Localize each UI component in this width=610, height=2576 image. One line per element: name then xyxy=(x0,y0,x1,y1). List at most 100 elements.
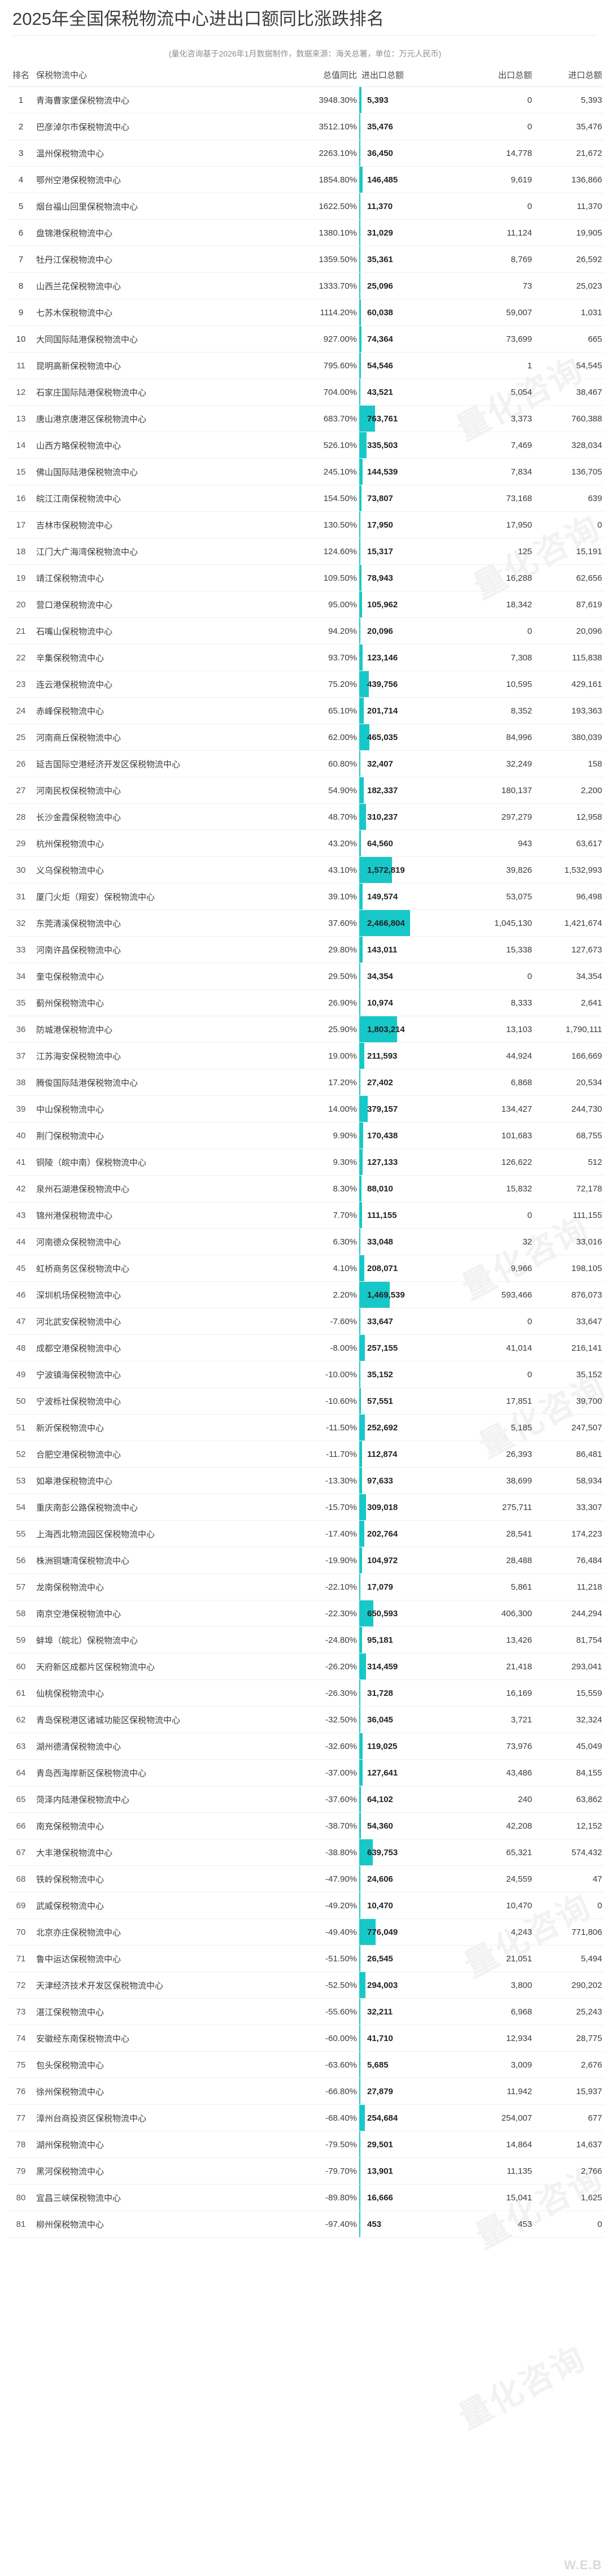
table-row[interactable]: 21 石嘴山保税物流中心 94.20% 20,096 0 20,096 xyxy=(8,617,604,645)
cell-yoy: 683.70% xyxy=(289,405,359,432)
table-row[interactable]: 19 靖江保税物流中心 109.50% 78,943 16,288 62,656 xyxy=(8,564,604,591)
cell-rank: 68 xyxy=(8,1865,34,1892)
table-row[interactable]: 5 烟台福山回里保税物流中心 1622.50% 11,370 0 11,370 xyxy=(8,193,604,220)
table-row[interactable]: 51 新沂保税物流中心 -11.50% 252,692 5,185 247,507 xyxy=(8,1414,604,1441)
table-row[interactable]: 23 连云港保税物流中心 75.20% 439,756 10,595 429,161 xyxy=(8,671,604,698)
table-row[interactable]: 17 吉林市保税物流中心 130.50% 17,950 17,950 0 xyxy=(8,511,604,538)
table-row[interactable]: 53 如皋港保税物流中心 -13.30% 97,633 38,699 58,934 xyxy=(8,1467,604,1494)
table-row[interactable]: 50 宁波栎社保税物流中心 -10.60% 57,551 17,851 39,700 xyxy=(8,1387,604,1415)
table-row[interactable]: 13 唐山港京唐港区保税物流中心 683.70% 763,761 3,373 760,38… xyxy=(8,405,604,432)
table-row[interactable]: 14 山西方略保税物流中心 526.10% 335,503 7,469 328,034 xyxy=(8,432,604,459)
cell-center-name: 巴彦淖尔市保税物流中心 xyxy=(34,113,289,140)
table-row[interactable]: 59 蚌埠（皖北）保税物流中心 -24.80% 95,181 13,426 81,754 xyxy=(8,1626,604,1653)
col-header-name[interactable]: 保税物流中心 xyxy=(34,66,289,87)
table-row[interactable]: 61 仙桃保税物流中心 -26.30% 31,728 16,169 15,559 xyxy=(8,1679,604,1707)
table-row[interactable]: 41 铜陵（皖中南）保税物流中心 9.30% 127,133 126,622 512 xyxy=(8,1148,604,1176)
table-row[interactable]: 64 青岛西海岸新区保税物流中心 -37.00% 127,641 43,486 84,15… xyxy=(8,1759,604,1786)
table-row[interactable]: 43 锦州港保税物流中心 7.70% 111,155 0 111,155 xyxy=(8,1202,604,1229)
table-row[interactable]: 57 龙南保税物流中心 -22.10% 17,079 5,861 11,218 xyxy=(8,1573,604,1600)
table-row[interactable]: 1 青海曹家堡保税物流中心 3948.30% 5,393 0 5,393 xyxy=(8,86,604,114)
table-row[interactable]: 8 山西兰花保税物流中心 1333.70% 25,096 73 25,023 xyxy=(8,272,604,299)
table-row[interactable]: 27 河南民权保税物流中心 54.90% 182,337 180,137 2,200 xyxy=(8,777,604,804)
total-bar xyxy=(359,884,363,910)
col-header-yoy[interactable]: 总值同比 xyxy=(289,66,359,87)
table-row[interactable]: 6 盘锦港保税物流中心 1380.10% 31,029 11,124 19,905 xyxy=(8,219,604,246)
cell-total-value: 310,237 xyxy=(367,812,398,822)
table-row[interactable]: 39 中山保税物流中心 14.00% 379,157 134,427 244,730 xyxy=(8,1095,604,1122)
table-row[interactable]: 55 上海西北物流园区保税物流中心 -17.40% 202,764 28,541 174,… xyxy=(8,1520,604,1547)
table-row[interactable]: 56 株洲铜塘湾保税物流中心 -19.90% 104,972 28,488 76,484 xyxy=(8,1547,604,1574)
table-row[interactable]: 37 江苏海安保税物流中心 19.00% 211,593 44,924 166,669 xyxy=(8,1042,604,1069)
table-row[interactable]: 16 皖江江南保税物流中心 154.50% 73,807 73,168 639 xyxy=(8,485,604,512)
table-row[interactable]: 77 漳州台商投资区保税物流中心 -68.40% 254,684 254,007 677 xyxy=(8,2104,604,2131)
col-header-rank[interactable]: 排名 xyxy=(8,66,34,87)
col-header-total[interactable]: 进出口总额 xyxy=(359,66,461,87)
table-row[interactable]: 46 深圳机场保税物流中心 2.20% 1,469,539 593,466 876,073 xyxy=(8,1281,604,1308)
total-bar xyxy=(359,910,410,936)
cell-total-with-bar: 123,146 xyxy=(359,644,461,671)
table-row[interactable]: 40 荆门保税物流中心 9.90% 170,438 101,683 68,755 xyxy=(8,1122,604,1149)
table-row[interactable]: 11 昆明高新保税物流中心 795.60% 54,546 1 54,545 xyxy=(8,352,604,379)
col-header-import[interactable]: 进口总额 xyxy=(534,66,604,87)
table-row[interactable]: 81 柳州保税物流中心 -97.40% 453 453 0 xyxy=(8,2211,604,2238)
table-row[interactable]: 36 防城港保税物流中心 25.90% 1,803,214 13,103 1,790,11… xyxy=(8,1016,604,1043)
table-row[interactable]: 49 宁波镇海保税物流中心 -10.00% 35,152 0 35,152 xyxy=(8,1361,604,1388)
table-row[interactable]: 48 成都空港保税物流中心 -8.00% 257,155 41,014 216,141 xyxy=(8,1334,604,1361)
table-row[interactable]: 35 蓟州保税物流中心 26.90% 10,974 8,333 2,641 xyxy=(8,989,604,1016)
table-row[interactable]: 62 青岛保税港区诸城功能区保税物流中心 -32.50% 36,045 3,721 32,… xyxy=(8,1706,604,1733)
table-row[interactable]: 58 南京空港保税物流中心 -22.30% 650,593 406,300 244,294 xyxy=(8,1600,604,1627)
table-row[interactable]: 63 湖州德清保税物流中心 -32.60% 119,025 73,976 45,049 xyxy=(8,1733,604,1760)
table-row[interactable]: 52 合肥空港保税物流中心 -11.70% 112,874 26,393 86,481 xyxy=(8,1441,604,1468)
table-row[interactable]: 76 徐州保税物流中心 -66.80% 27,879 11,942 15,937 xyxy=(8,2078,604,2105)
table-row[interactable]: 34 奎屯保税物流中心 29.50% 34,354 0 34,354 xyxy=(8,963,604,990)
table-row[interactable]: 72 天津经济技术开发区保税物流中心 -52.50% 294,003 3,800 290,… xyxy=(8,1972,604,1999)
total-bar xyxy=(359,2185,360,2211)
cell-import: 25,023 xyxy=(534,272,604,299)
table-row[interactable]: 73 湛江保税物流中心 -55.60% 32,211 6,968 25,243 xyxy=(8,1998,604,2025)
table-row[interactable]: 38 腾俊国际陆港保税物流中心 17.20% 27,402 6,868 20,534 xyxy=(8,1069,604,1096)
table-row[interactable]: 29 杭州保税物流中心 43.20% 64,560 943 63,617 xyxy=(8,830,604,857)
table-row[interactable]: 78 湖州保税物流中心 -79.50% 29,501 14,864 14,637 xyxy=(8,2131,604,2158)
table-row[interactable]: 60 天府新区成都片区保税物流中心 -26.20% 314,459 21,418 293,… xyxy=(8,1653,604,1680)
table-row[interactable]: 32 东莞清溪保税物流中心 37.60% 2,466,804 1,045,130 1,42… xyxy=(8,910,604,937)
table-row[interactable]: 18 江门大广海湾保税物流中心 124.60% 15,317 125 15,191 xyxy=(8,538,604,565)
table-row[interactable]: 7 牡丹江保税物流中心 1359.50% 35,361 8,769 26,592 xyxy=(8,246,604,273)
table-row[interactable]: 65 菏泽内陆港保税物流中心 -37.60% 64,102 240 63,862 xyxy=(8,1786,604,1813)
table-row[interactable]: 33 河南许昌保税物流中心 29.80% 143,011 15,338 127,673 xyxy=(8,936,604,963)
table-row[interactable]: 42 泉州石湖港保税物流中心 8.30% 88,010 15,832 72,178 xyxy=(8,1175,604,1202)
table-row[interactable]: 2 巴彦淖尔市保税物流中心 3512.10% 35,476 0 35,476 xyxy=(8,113,604,140)
table-row[interactable]: 12 石家庄国际陆港保税物流中心 704.00% 43,521 5,054 38,467 xyxy=(8,378,604,406)
table-row[interactable]: 25 河南商丘保税物流中心 62.00% 465,035 84,996 380,039 xyxy=(8,724,604,751)
table-row[interactable]: 74 安徽经东南保税物流中心 -60.00% 41,710 12,934 28,775 xyxy=(8,2025,604,2052)
table-row[interactable]: 4 鄂州空港保税物流中心 1854.80% 146,485 9,619 136,866 xyxy=(8,166,604,193)
table-row[interactable]: 20 营口港保税物流中心 95.00% 105,962 18,342 87,619 xyxy=(8,591,604,618)
table-row[interactable]: 26 延吉国际空港经济开发区保税物流中心 60.80% 32,407 32,249 158 xyxy=(8,750,604,777)
table-row[interactable]: 79 黑河保税物流中心 -79.70% 13,901 11,135 2,766 xyxy=(8,2157,604,2185)
table-row[interactable]: 70 北京亦庄保税物流中心 -49.40% 776,049 4,243 771,806 xyxy=(8,1918,604,1946)
table-row[interactable]: 54 重庆南彭公路保税物流中心 -15.70% 309,018 275,711 33,30… xyxy=(8,1494,604,1521)
cell-rank: 47 xyxy=(8,1308,34,1335)
table-row[interactable]: 24 赤峰保税物流中心 65.10% 201,714 8,352 193,363 xyxy=(8,697,604,724)
table-row[interactable]: 44 河南德众保税物流中心 6.30% 33,048 32 33,016 xyxy=(8,1228,604,1255)
table-row[interactable]: 75 包头保税物流中心 -63.60% 5,685 3,009 2,676 xyxy=(8,2051,604,2078)
table-row[interactable]: 45 虹桥商务区保税物流中心 4.10% 208,071 9,966 198,105 xyxy=(8,1255,604,1282)
table-row[interactable]: 67 大丰港保税物流中心 -38.80% 639,753 65,321 574,432 xyxy=(8,1839,604,1866)
col-header-export[interactable]: 出口总额 xyxy=(461,66,534,87)
table-row[interactable]: 71 鲁中运达保税物流中心 -51.50% 26,545 21,051 5,494 xyxy=(8,1945,604,1972)
table-row[interactable]: 3 温州保税物流中心 2263.10% 36,450 14,778 21,672 xyxy=(8,140,604,167)
table-row[interactable]: 9 七苏木保税物流中心 1114.20% 60,038 59,007 1,031 xyxy=(8,299,604,326)
table-row[interactable]: 15 佛山国际陆港保税物流中心 245.10% 144,539 7,834 136,705 xyxy=(8,458,604,485)
cell-rank: 79 xyxy=(8,2157,34,2185)
table-row[interactable]: 69 武威保税物流中心 -49.20% 10,470 10,470 0 xyxy=(8,1892,604,1919)
table-row[interactable]: 80 宜昌三峡保税物流中心 -89.80% 16,666 15,041 1,625 xyxy=(8,2184,604,2211)
table-row[interactable]: 66 南充保税物流中心 -38.70% 54,360 42,208 12,152 xyxy=(8,1812,604,1839)
table-row[interactable]: 30 义乌保税物流中心 43.10% 1,572,819 39,826 1,532,993 xyxy=(8,856,604,884)
table-row[interactable]: 28 长沙金霞保税物流中心 48.70% 310,237 297,279 12,958 xyxy=(8,803,604,830)
table-row[interactable]: 31 厦门火炬（翔安）保税物流中心 39.10% 149,574 53,075 96,49… xyxy=(8,883,604,910)
table-row[interactable]: 68 铁岭保税物流中心 -47.90% 24,606 24,559 47 xyxy=(8,1865,604,1892)
table-row[interactable]: 47 河北武安保税物流中心 -7.60% 33,647 0 33,647 xyxy=(8,1308,604,1335)
table-row[interactable]: 10 大同国际陆港保税物流中心 927.00% 74,364 73,699 665 xyxy=(8,325,604,353)
cell-center-name: 七苏木保税物流中心 xyxy=(34,299,289,326)
table-row[interactable]: 22 辛集保税物流中心 93.70% 123,146 7,308 115,838 xyxy=(8,644,604,671)
cell-rank: 36 xyxy=(8,1016,34,1043)
